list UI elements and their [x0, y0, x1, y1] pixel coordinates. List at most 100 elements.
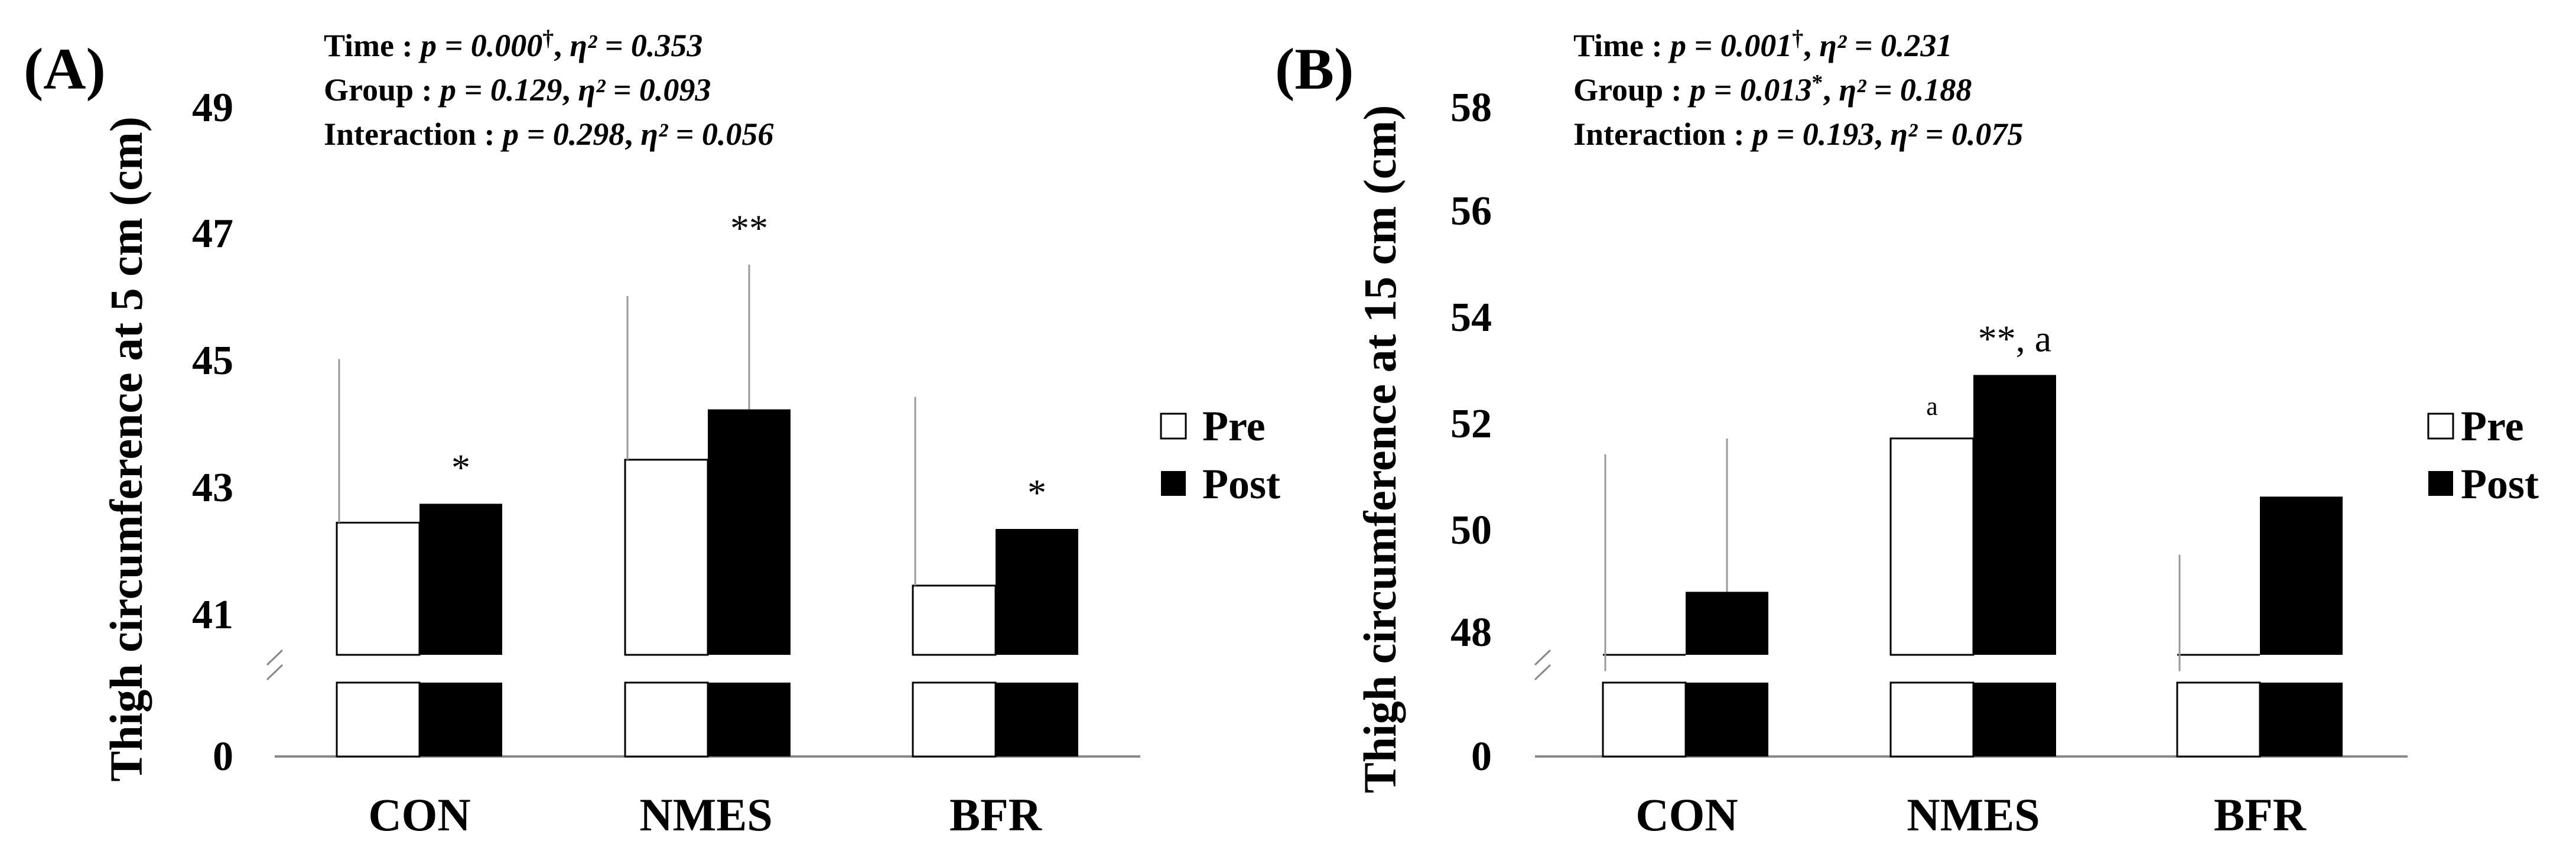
panel-a-ylabel: Thigh circumference at 5 cm (cm)	[100, 116, 152, 782]
bar-post-nmes	[1973, 375, 2056, 655]
y-tick-label: 58	[1450, 85, 1492, 131]
bar-lower-pre-con	[336, 681, 421, 758]
stats-label: Group :	[1573, 72, 1690, 108]
stats-label: Time :	[324, 28, 421, 63]
bar-lower-post-con	[419, 683, 502, 756]
panel-b-significance: a **, a	[1926, 317, 2051, 420]
bar-lower-post-con	[1686, 683, 1768, 756]
y-tick-label: 56	[1450, 189, 1492, 234]
panel-b: (B) Time : p = 0.001†, η² = 0.231 Group …	[1275, 26, 2539, 840]
y-tick-label: 0	[213, 734, 233, 780]
y-tick-label: 47	[192, 211, 233, 256]
bar-lower-pre-bfr	[2176, 681, 2261, 758]
stats-eta: η² = 0.353	[570, 28, 702, 63]
legend-swatch-pre	[2427, 413, 2454, 440]
panel-b-stats: Time : p = 0.001†, η² = 0.231 Group : p …	[1573, 26, 2023, 152]
significance-mark: **	[730, 207, 768, 249]
y-tick-label: 45	[192, 338, 233, 384]
x-category-label: CON	[368, 789, 470, 840]
stats-eta: η² = 0.093	[578, 72, 711, 108]
bar-post-bfr	[996, 529, 1078, 655]
bar-lower-pre-bfr	[912, 681, 997, 758]
bar-lower-pre-con	[1602, 681, 1687, 758]
panel-b-axis-break	[1534, 649, 1552, 666]
stats-eta: η² = 0.231	[1819, 28, 1952, 63]
panel-b-ylabel: Thigh circumference at 15 cm (cm)	[1354, 105, 1406, 794]
stats-dagger: †	[1792, 26, 1803, 51]
panel-b-legend: Pre Post	[2427, 402, 2539, 508]
stats-label: Interaction :	[324, 116, 503, 152]
bar-lower-post-bfr	[996, 683, 1078, 756]
stats-dagger: †	[542, 26, 554, 51]
legend-label-pre: Pre	[1202, 402, 1266, 450]
stats-label: Time :	[1573, 28, 1670, 63]
y-tick-label: 0	[1471, 734, 1492, 780]
legend-label-pre: Pre	[2461, 402, 2524, 450]
bar-pre-con	[336, 521, 421, 656]
panel-b-label: (B)	[1275, 36, 1354, 102]
y-tick-label: 52	[1450, 401, 1492, 447]
panel-a: (A) Time : p = 0.000†, η² = 0.353 Group …	[24, 26, 1280, 840]
x-category-label: CON	[1635, 789, 1738, 840]
bar-lower-post-nmes	[1973, 683, 2056, 756]
panel-b-axis-break	[1534, 664, 1552, 681]
legend-swatch-post	[1161, 471, 1186, 496]
bar-pre-bfr	[912, 585, 997, 656]
stats-p: p = 0.129	[438, 72, 562, 108]
x-category-label: BFR	[949, 789, 1043, 840]
panel-a-label: (A)	[24, 36, 106, 102]
stats-line: Group : p = 0.013*, η² = 0.188	[1573, 70, 1972, 108]
stats-p: p = 0.298	[500, 116, 625, 152]
y-tick-label: 41	[192, 592, 233, 638]
bar-lower-pre-nmes	[1889, 681, 1975, 758]
stats-label: Group :	[324, 72, 440, 108]
panel-a-axis-break	[266, 649, 284, 666]
x-category-label: NMES	[639, 789, 772, 840]
significance-mark: *	[1027, 472, 1046, 514]
significance-mark: a	[1926, 392, 1938, 421]
bar-post-con	[1686, 592, 1768, 655]
stats-line: Time : p = 0.000†, η² = 0.353	[324, 26, 702, 63]
y-tick-label: 43	[192, 465, 233, 511]
bar-lower-pre-nmes	[624, 681, 709, 758]
x-category-label: NMES	[1907, 789, 2040, 840]
bar-post-nmes	[708, 409, 791, 655]
bar-lower-post-bfr	[2260, 683, 2343, 756]
stats-line: Interaction : p = 0.298, η² = 0.056	[324, 116, 773, 152]
bar-pre-nmes	[1889, 437, 1975, 656]
bar-post-con	[419, 504, 502, 655]
stats-eta: η² = 0.075	[1890, 116, 2023, 152]
legend-label-post: Post	[2461, 460, 2539, 508]
panel-a-axis-break	[266, 664, 284, 681]
legend-swatch-post	[2428, 471, 2453, 496]
bar-pre-nmes	[624, 459, 709, 656]
stats-p: p = 0.193	[1750, 116, 1874, 152]
bar-post-bfr	[2260, 496, 2343, 655]
y-tick-label: 54	[1450, 295, 1492, 340]
significance-mark: *	[451, 446, 470, 488]
panel-a-bars	[336, 264, 1078, 758]
stats-line: Group : p = 0.129, η² = 0.093	[324, 72, 711, 108]
stats-line: Interaction : p = 0.193, η² = 0.075	[1573, 116, 2023, 152]
panel-b-bars	[1602, 375, 2343, 758]
legend-label-post: Post	[1202, 460, 1280, 508]
stats-label: Interaction :	[1573, 116, 1752, 152]
y-tick-label: 49	[192, 85, 233, 131]
panel-a-stats: Time : p = 0.000†, η² = 0.353 Group : p …	[324, 26, 773, 152]
y-tick-label: 48	[1450, 610, 1492, 655]
legend-swatch-pre	[1160, 413, 1187, 440]
panel-b-yticks: 58 56 54 52 50 48 0	[1450, 85, 1492, 780]
stats-eta: η² = 0.056	[640, 116, 773, 152]
stats-dagger: *	[1811, 70, 1823, 95]
stats-p: p = 0.000	[418, 28, 542, 63]
panel-a-significance: ****	[451, 207, 1046, 514]
stats-eta: η² = 0.188	[1839, 72, 1972, 108]
stats-line: Time : p = 0.001†, η² = 0.231	[1573, 26, 1952, 63]
panel-a-yticks: 49 47 45 43 41 0	[192, 85, 233, 780]
stats-p: p = 0.001	[1668, 28, 1792, 63]
x-category-label: BFR	[2214, 789, 2307, 840]
panel-a-legend: Pre Post	[1160, 402, 1280, 508]
bar-lower-post-nmes	[708, 683, 791, 756]
stats-p: p = 0.013	[1687, 72, 1811, 108]
y-tick-label: 50	[1450, 508, 1492, 553]
